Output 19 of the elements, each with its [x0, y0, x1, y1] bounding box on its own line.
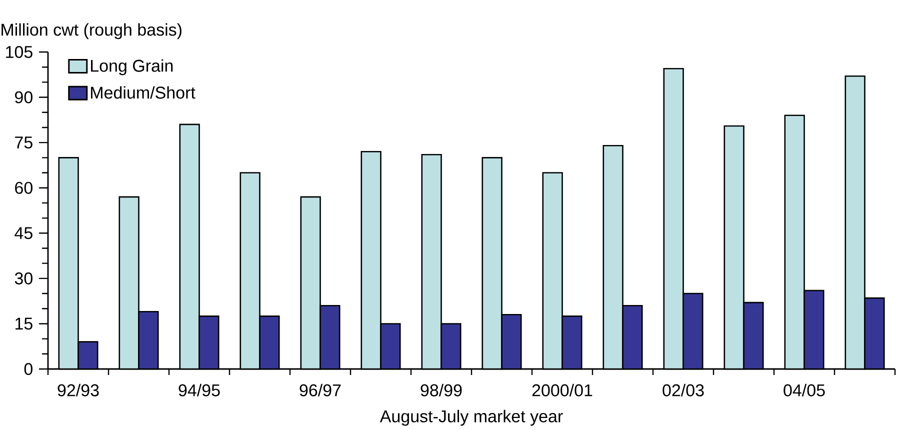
x-tick-label: 94/95: [178, 384, 220, 396]
x-tick-label: 02/03: [662, 384, 704, 396]
y-tick-label: 30: [14, 272, 32, 284]
x-tick-label: 96/97: [300, 384, 341, 396]
y-tick-label: 15: [16, 318, 32, 330]
x-tick-label: 98/99: [420, 384, 462, 396]
y-tick-label: 60: [15, 182, 32, 194]
y-tick-label: 0: [24, 362, 32, 376]
x-tick-label: 04/05: [784, 384, 825, 396]
y-axis-title: Million cwt (rough basis): [2, 23, 182, 40]
y-tick-label: 105: [6, 46, 32, 58]
y-tick-label: 75: [15, 136, 32, 149]
y-tick-label: 45: [14, 227, 32, 240]
x-axis-title: August-July market year: [380, 410, 563, 426]
y-tick-label: 90: [15, 91, 32, 104]
x-tick-label: 2000/01: [532, 384, 592, 396]
legend-label: Medium/Short: [91, 86, 196, 99]
x-tick-label: 92/93: [58, 384, 99, 396]
legend-label: Long Grain: [91, 59, 173, 76]
